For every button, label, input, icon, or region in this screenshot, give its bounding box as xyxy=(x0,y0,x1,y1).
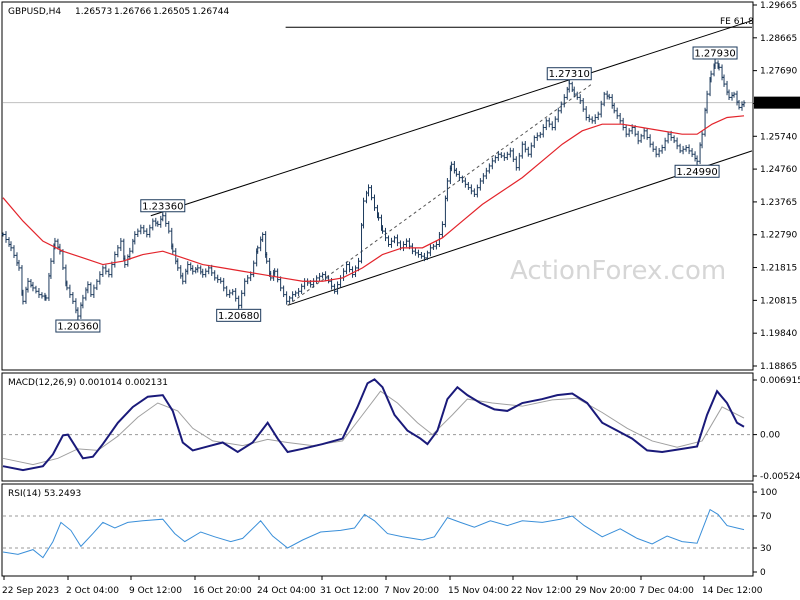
price-label-text: 1.27930 xyxy=(694,48,735,59)
ohlc-high: 1.26766 xyxy=(114,7,151,17)
price-label-text: 1.24990 xyxy=(676,167,717,178)
watermark: ActionForex.com xyxy=(510,256,726,286)
chart-symbol: GBPUSD,H4 xyxy=(8,7,61,17)
price-panel xyxy=(1,1,754,371)
price-y-tick-label: 1.20815 xyxy=(760,296,797,306)
rsi-y-tick-label: 0 xyxy=(760,568,766,578)
price-label-text: 1.23360 xyxy=(142,201,183,212)
ohlc-low: 1.26505 xyxy=(153,7,190,17)
rsi-series xyxy=(2,508,752,559)
x-tick-label: 2 Oct 04:00 xyxy=(66,586,119,596)
rsi-y-tick-label: 100 xyxy=(760,488,777,498)
moving-average-line xyxy=(2,115,745,282)
x-tick-label: 7 Dec 04:00 xyxy=(639,586,694,596)
price-label-text: 1.20360 xyxy=(57,322,98,333)
macd-y-tick-label: 0.00 xyxy=(760,431,780,441)
macd-signal-line xyxy=(2,390,745,466)
price-y-tick-label: 1.23765 xyxy=(760,198,797,208)
rsi-panel xyxy=(1,483,754,577)
rsi-line xyxy=(2,508,745,559)
rsi-y-tick-label: 30 xyxy=(760,544,772,554)
price-label-text: 1.27310 xyxy=(549,69,590,80)
ohlc-close: 1.26744 xyxy=(192,7,229,17)
rsi-title: RSI(14) 53.2493 xyxy=(8,489,81,499)
price-y-tick-label: 1.25740 xyxy=(760,132,797,142)
dashed-trend-line xyxy=(287,83,593,306)
macd-series xyxy=(2,378,752,472)
channel-upper-line xyxy=(150,20,753,217)
x-tick-label: 22 Nov 12:00 xyxy=(511,586,572,596)
x-tick-label: 31 Oct 12:00 xyxy=(320,586,379,596)
fib-label: FE 61.8 xyxy=(720,17,754,27)
price-series xyxy=(1,59,746,319)
x-tick-label: 24 Oct 04:00 xyxy=(257,586,316,596)
macd-y-axis: 0.006915 0.00 -0.005241 xyxy=(753,376,800,482)
macd-line xyxy=(2,378,745,472)
rsi-y-tick-label: 70 xyxy=(760,512,772,522)
x-tick-label: 9 Oct 12:00 xyxy=(129,586,182,596)
x-tick-label: 16 Oct 20:00 xyxy=(193,586,252,596)
current-price-marker xyxy=(754,96,800,109)
rsi-y-axis: 100 70 30 0 xyxy=(753,488,777,578)
price-y-axis: 1.29665 1.28665 1.27690 1.25740 1.24760 1.237… xyxy=(753,1,800,372)
price-y-tick-label: 1.28665 xyxy=(760,34,797,44)
ohlc-open: 1.26573 xyxy=(75,7,112,17)
price-y-tick-label: 1.21815 xyxy=(760,264,797,274)
price-y-tick-label: 1.22790 xyxy=(760,231,797,241)
price-y-tick-label: 1.24760 xyxy=(760,165,797,175)
price-label-text: 1.20680 xyxy=(218,311,259,322)
x-tick-label: 14 Dec 12:00 xyxy=(702,586,763,596)
price-annotations: 1.20360 1.23360 1.20680 1.27310 1.27930 1.249… xyxy=(55,46,738,333)
price-y-tick-label: 1.18865 xyxy=(760,362,797,372)
x-tick-label: 15 Nov 04:00 xyxy=(448,586,509,596)
x-tick-label: 29 Nov 20:00 xyxy=(575,586,636,596)
price-overlays: FE 61.8 xyxy=(3,17,754,306)
x-tick-label: 7 Nov 20:00 xyxy=(384,586,439,596)
macd-y-tick-label: 0.006915 xyxy=(760,376,800,386)
price-y-tick-label: 1.19840 xyxy=(760,329,797,339)
price-y-tick-label: 1.27690 xyxy=(760,67,797,77)
price-y-tick-label: 1.29665 xyxy=(760,1,797,11)
time-x-axis: 22 Sep 2023 2 Oct 04:00 9 Oct 12:00 16 Oct … xyxy=(2,576,763,596)
macd-title: MACD(12,26,9) 0.001014 0.002131 xyxy=(8,378,168,388)
x-tick-label: 22 Sep 2023 xyxy=(2,586,59,596)
current-price-label: 1.26744 xyxy=(760,99,797,109)
macd-y-tick-label: -0.005241 xyxy=(760,472,800,482)
